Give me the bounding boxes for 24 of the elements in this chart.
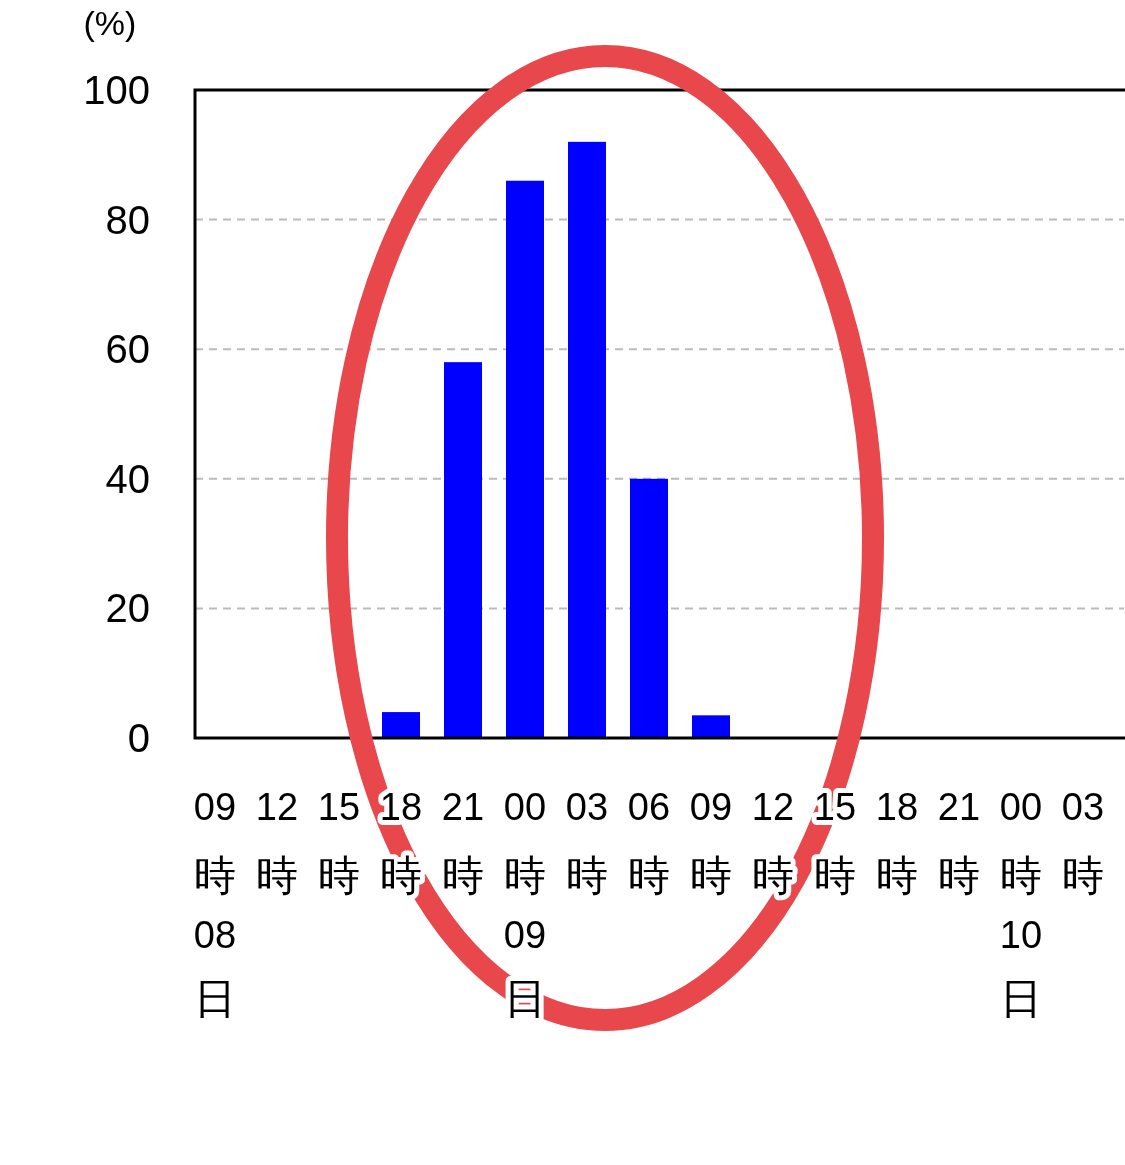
x-tick-label: 15時 bbox=[317, 786, 361, 899]
y-tick-label: 60 bbox=[105, 327, 150, 372]
x-tick-label: 21時 bbox=[937, 786, 981, 899]
x-tick-label: 03時 bbox=[1061, 786, 1105, 899]
bar bbox=[444, 362, 482, 738]
bar bbox=[630, 478, 668, 738]
x-tick-label: 00時 10日 bbox=[999, 786, 1043, 1022]
y-tick-label: 0 bbox=[127, 716, 150, 760]
y-tick-label: 80 bbox=[105, 197, 150, 242]
x-tick-label: 18時 bbox=[875, 786, 919, 899]
x-tick-label: 06時 bbox=[627, 786, 671, 899]
y-tick-label: 40 bbox=[105, 456, 150, 501]
bar bbox=[382, 712, 420, 738]
bar bbox=[506, 180, 544, 738]
x-tick-label: 09時 bbox=[689, 786, 733, 899]
y-tick-label: 100 bbox=[83, 68, 150, 112]
x-tick-label: 12時 bbox=[255, 786, 299, 899]
x-tick-label: 09時 08日 bbox=[193, 786, 237, 1022]
x-tick-label: 03時 bbox=[565, 786, 609, 899]
y-tick-label: 20 bbox=[105, 586, 150, 631]
bar bbox=[568, 141, 606, 738]
y-axis-title: (%) bbox=[83, 4, 137, 42]
bar bbox=[692, 715, 730, 738]
x-tick-label: 21時 bbox=[441, 786, 485, 899]
